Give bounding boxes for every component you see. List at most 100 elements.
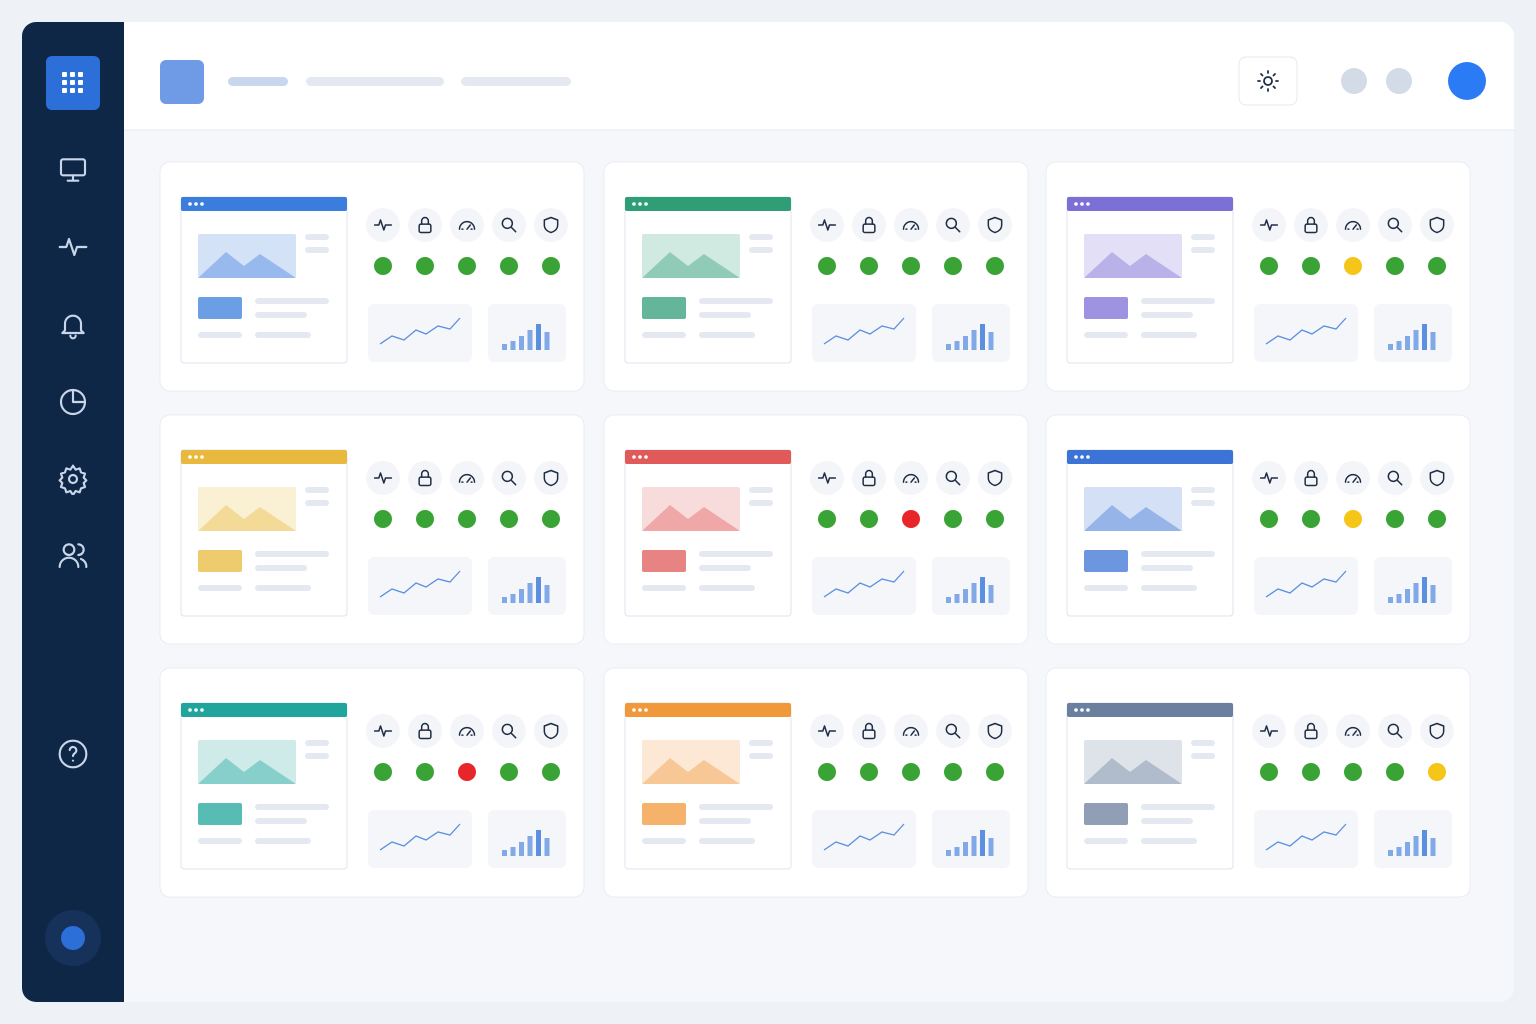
check-icon-bg — [978, 461, 1012, 495]
site-card[interactable] — [1045, 667, 1471, 898]
site-card[interactable] — [603, 161, 1029, 392]
status-dot — [986, 510, 1004, 528]
sparkline-box — [1254, 810, 1358, 868]
check-icon-bg — [1378, 714, 1412, 748]
check-icon-bg — [852, 714, 886, 748]
status-dot — [1386, 510, 1404, 528]
mini-bar — [502, 850, 507, 856]
preview-frame — [1066, 449, 1234, 617]
preview-mountain — [198, 252, 296, 278]
status-dot — [818, 257, 836, 275]
preview-line — [699, 332, 755, 338]
sparkline-box — [812, 557, 916, 615]
mini-bar — [527, 836, 533, 856]
site-card[interactable] — [159, 414, 585, 645]
mini-bar — [510, 341, 516, 350]
mini-bar — [963, 336, 968, 350]
check-icon-bg — [1420, 714, 1454, 748]
preview-line — [1141, 312, 1193, 318]
preview-topbar — [181, 450, 347, 464]
check-icon-bg — [1252, 461, 1286, 495]
preview-frame — [1066, 702, 1234, 870]
preview-line — [1141, 551, 1215, 557]
mini-bar — [527, 330, 533, 350]
preview-image — [1084, 234, 1182, 278]
window-dot — [194, 455, 198, 459]
window-dot — [632, 708, 636, 712]
preview-line — [255, 818, 307, 824]
mini-bar — [1422, 324, 1427, 350]
preview-image — [642, 487, 740, 531]
check-icon-bg — [1378, 461, 1412, 495]
preview-line — [642, 585, 686, 591]
preview-line — [699, 565, 751, 571]
mini-bar — [963, 589, 968, 603]
status-dot — [944, 257, 962, 275]
mini-bar — [980, 830, 985, 856]
window-dot — [200, 455, 204, 459]
user-avatar[interactable] — [1448, 62, 1486, 100]
theme-toggle[interactable] — [1238, 56, 1298, 106]
preview-topbar — [625, 450, 791, 464]
site-card[interactable] — [159, 667, 585, 898]
status-dot — [1302, 257, 1320, 275]
preview-image — [1084, 740, 1182, 784]
bars-box — [1374, 557, 1452, 615]
check-icon-bg — [366, 208, 400, 242]
profile-dot — [61, 926, 85, 950]
check-icon-bg — [1336, 461, 1370, 495]
preview-line — [699, 312, 751, 318]
preview-line — [749, 234, 773, 240]
mini-bar — [510, 594, 516, 603]
header-button[interactable] — [1386, 68, 1412, 94]
mini-bar — [519, 842, 524, 856]
preview-frame — [624, 196, 792, 364]
preview-topbar — [1067, 450, 1233, 464]
preview-line — [255, 312, 307, 318]
preview-line — [1141, 298, 1215, 304]
status-dot — [416, 763, 434, 781]
check-icon-bg — [492, 461, 526, 495]
preview-image — [642, 740, 740, 784]
logo[interactable] — [160, 60, 204, 104]
mini-bar — [1396, 594, 1402, 603]
status-dot — [458, 257, 476, 275]
window-dot — [1086, 202, 1090, 206]
site-card[interactable] — [603, 667, 1029, 898]
preview-frame — [624, 702, 792, 870]
preview-line — [1141, 818, 1193, 824]
preview-line — [305, 753, 329, 759]
status-dot — [458, 763, 476, 781]
preview-line — [642, 332, 686, 338]
header-button[interactable] — [1341, 68, 1367, 94]
window-dot — [1086, 708, 1090, 712]
mini-bar — [1388, 850, 1393, 856]
status-dot — [374, 763, 392, 781]
breadcrumb-placeholder — [228, 77, 288, 86]
mini-bar — [1422, 577, 1427, 603]
site-card[interactable] — [603, 414, 1029, 645]
preview-topbar — [625, 197, 791, 211]
preview-line — [305, 500, 329, 506]
preview-line — [749, 247, 773, 253]
site-card[interactable] — [1045, 161, 1471, 392]
mini-bar — [1430, 332, 1436, 350]
status-dot — [986, 257, 1004, 275]
status-dot — [1260, 510, 1278, 528]
check-icon-bg — [534, 208, 568, 242]
mini-bar — [1430, 585, 1436, 603]
preview-frame — [180, 449, 348, 617]
check-icon-bg — [1252, 714, 1286, 748]
window-dot — [1074, 202, 1078, 206]
preview-mountain — [198, 505, 296, 531]
preview-line — [255, 585, 311, 591]
sparkline-box — [368, 304, 472, 362]
check-icon-bg — [1294, 714, 1328, 748]
site-card[interactable] — [159, 161, 585, 392]
check-icon-bg — [1294, 208, 1328, 242]
check-icon-bg — [1420, 461, 1454, 495]
status-dot — [374, 510, 392, 528]
site-card[interactable] — [1045, 414, 1471, 645]
mini-bar — [544, 838, 550, 856]
